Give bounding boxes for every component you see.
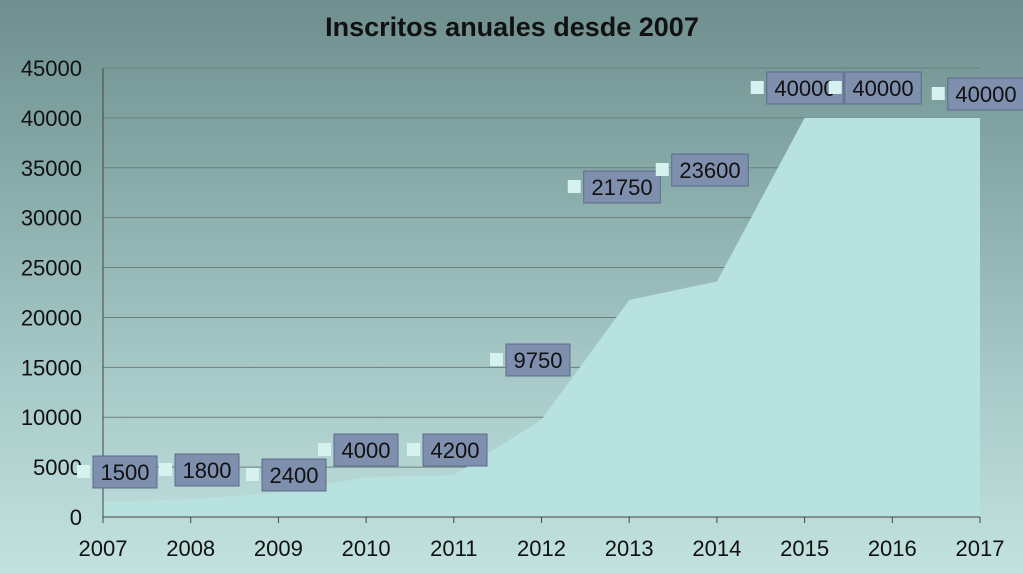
data-label: 40000 [750, 71, 844, 105]
data-label-box [92, 455, 158, 489]
x-tick-label: 2008 [166, 536, 215, 561]
data-point-marker [246, 468, 259, 481]
data-label: 4200 [407, 433, 488, 467]
data-label-text: 21750 [591, 175, 652, 200]
data-label-text: 40000 [774, 76, 835, 101]
data-label: 40000 [828, 71, 922, 105]
y-tick-label: 35000 [21, 156, 82, 181]
y-tick-label: 0 [70, 505, 82, 530]
data-point-marker [828, 81, 842, 94]
x-tick-label: 2017 [956, 536, 1005, 561]
data-label-text: 9750 [514, 348, 563, 373]
data-label-text: 1800 [183, 458, 232, 483]
data-label-text: 40000 [955, 82, 1016, 107]
area-series [103, 117, 980, 517]
data-point-marker [490, 353, 503, 366]
x-tick-label: 2009 [254, 536, 303, 561]
y-tick-label: 15000 [21, 355, 82, 380]
data-label-box [422, 433, 488, 467]
x-tick-label: 2010 [342, 536, 391, 561]
data-label: 21750 [567, 170, 661, 204]
data-point-marker [567, 180, 581, 193]
y-tick-label: 30000 [21, 206, 82, 231]
data-label-box [333, 433, 399, 467]
chart-title: Inscritos anuales desde 2007 [325, 12, 699, 42]
data-label: 23600 [655, 153, 749, 187]
data-label-text: 4200 [431, 438, 480, 463]
data-point-marker [655, 163, 669, 176]
data-point-marker [407, 443, 420, 456]
data-label-box [583, 170, 661, 204]
data-label-text: 23600 [679, 158, 740, 183]
data-point-marker [159, 463, 172, 476]
grid-layer [103, 67, 980, 468]
y-tick-label: 5000 [33, 455, 82, 480]
x-tick-label: 2016 [868, 536, 917, 561]
data-label: 4000 [318, 433, 399, 467]
data-label-box [174, 453, 240, 487]
x-tick-label: 2015 [780, 536, 829, 561]
x-tick-label: 2007 [79, 536, 128, 561]
x-tick-label: 2013 [605, 536, 654, 561]
x-tick-label: 2011 [430, 536, 477, 561]
area-layer [103, 117, 980, 517]
data-label: 40000 [931, 77, 1023, 111]
x-tick-label: 2014 [692, 536, 741, 561]
data-label-box [947, 77, 1023, 111]
data-label-box [844, 71, 922, 105]
x-tick-label: 2012 [517, 536, 566, 561]
data-label-text: 1500 [101, 460, 150, 485]
data-label: 1500 [77, 455, 158, 489]
data-label-text: 2400 [270, 463, 319, 488]
data-label-box [671, 153, 749, 187]
data-label-layer: 1500 1800 2400 4000 4200 9750 21750 23600 40000 4… [77, 71, 1023, 492]
data-point-marker [931, 87, 945, 100]
y-tick-label: 45000 [21, 56, 82, 81]
data-label-text: 4000 [342, 438, 391, 463]
y-tick-label: 25000 [21, 256, 82, 281]
data-point-marker [318, 443, 331, 456]
y-tick-label: 10000 [21, 405, 82, 430]
data-label: 1800 [159, 453, 240, 487]
data-label: 2400 [246, 458, 327, 492]
y-tick-label: 20000 [21, 305, 82, 330]
data-label-box [505, 343, 571, 377]
data-point-marker [750, 81, 764, 94]
data-label: 9750 [490, 343, 571, 377]
data-point-marker [77, 465, 90, 478]
axis-layer: 0 5000 10000 15000 20000 25000 30000 35000 40000… [21, 56, 1005, 561]
data-label-box [261, 458, 327, 492]
y-tick-label: 40000 [21, 106, 82, 131]
data-label-text: 40000 [852, 76, 913, 101]
